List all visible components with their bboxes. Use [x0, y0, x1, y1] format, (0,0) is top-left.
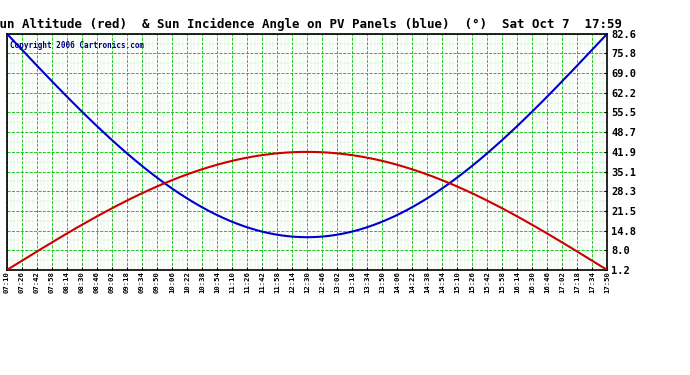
Text: Copyright 2006 Cartronics.com: Copyright 2006 Cartronics.com	[10, 41, 144, 50]
Title: Sun Altitude (red)  & Sun Incidence Angle on PV Panels (blue)  (°)  Sat Oct 7  1: Sun Altitude (red) & Sun Incidence Angle…	[0, 18, 622, 31]
